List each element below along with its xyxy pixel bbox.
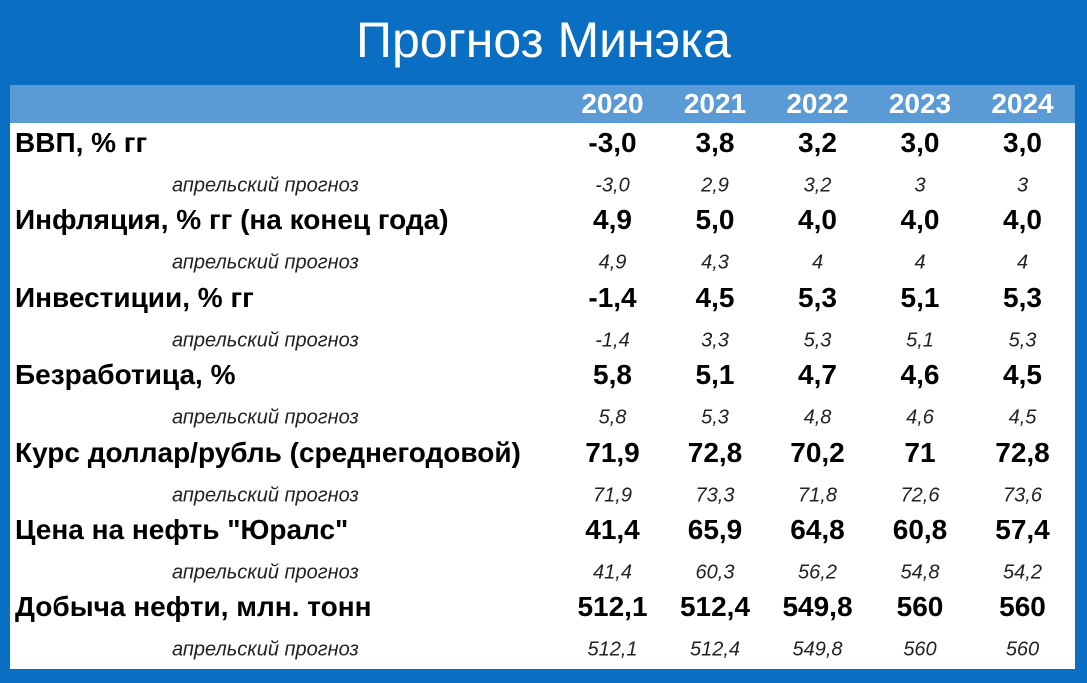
sub-value: 4,8: [803, 406, 832, 429]
value: 72,8: [687, 436, 743, 468]
value: 4,0: [1003, 204, 1042, 236]
sub-value: 5,8: [598, 406, 627, 429]
sub-value: 549,8: [792, 638, 843, 661]
value: 3,8: [695, 127, 735, 158]
sub-value: 41,4: [593, 561, 632, 584]
year-header: 2024: [991, 88, 1054, 119]
row-label: Курс доллар/рубль (среднегодовой): [15, 436, 521, 468]
sub-row-label: апрельский прогноз: [172, 251, 359, 274]
row-label: Инвестиции, % гг: [15, 281, 254, 313]
sub-value: 71,9: [593, 484, 632, 507]
year-header: 2021: [683, 88, 747, 119]
value: 57,4: [995, 514, 1050, 545]
value: 3,2: [798, 127, 837, 158]
sub-row-label: апрельский прогноз: [172, 561, 359, 584]
title: Прогноз Минэка: [356, 12, 731, 68]
value: 41,4: [585, 514, 640, 545]
sub-value: 2,9: [701, 174, 729, 197]
sub-value: 71,8: [798, 484, 837, 507]
sub-value: -1,4: [595, 329, 630, 352]
sub-value: 4,9: [598, 251, 627, 274]
sub-value: 560: [903, 638, 937, 661]
sub-value: 73,6: [1003, 484, 1042, 507]
sub-value: 5,3: [1008, 329, 1037, 352]
value: 549,8: [782, 591, 853, 623]
value: 4,5: [1003, 359, 1042, 391]
sub-value: 72,6: [900, 484, 940, 507]
value: 4,0: [798, 204, 837, 236]
sub-value: 5,1: [906, 329, 934, 352]
sub-value: 4,6: [906, 406, 934, 429]
row-label: ВВП, % гг: [15, 127, 148, 158]
value: 3,0: [1003, 127, 1042, 158]
sub-value: 4,3: [701, 251, 729, 274]
value: 4,6: [900, 359, 940, 391]
sub-row-label: апрельский прогноз: [172, 174, 359, 197]
year-header: 2022: [786, 88, 849, 119]
value: 4,7: [798, 359, 837, 391]
sub-value: 5,3: [701, 406, 729, 429]
sub-value: 512,4: [689, 638, 741, 661]
value: 5,1: [900, 281, 940, 313]
sub-value: 4: [1016, 251, 1029, 274]
sub-value: 4,5: [1008, 406, 1037, 429]
sub-value: 560: [1005, 638, 1040, 661]
value: 560: [999, 591, 1046, 623]
sub-value: 73,3: [695, 484, 735, 507]
sub-row-label: апрельский прогноз: [172, 638, 359, 661]
row-label: Цена на нефть "Юралс": [15, 514, 349, 545]
sub-row-label: апрельский прогноз: [172, 406, 359, 429]
value: 512,4: [679, 591, 751, 623]
value: 70,2: [790, 436, 845, 468]
year-header: 2020: [581, 88, 644, 119]
sub-value: 3,3: [701, 329, 729, 352]
value: -3,0: [588, 127, 637, 158]
value: 72,8: [995, 436, 1050, 468]
value: 71,9: [585, 436, 640, 468]
value: 4,9: [593, 204, 632, 236]
sub-value: -3,0: [595, 174, 630, 197]
sub-value: 56,2: [798, 561, 837, 584]
value: 560: [896, 591, 944, 623]
value: 4,5: [695, 281, 735, 313]
value: 5,1: [695, 359, 735, 391]
value: 5,0: [695, 204, 735, 236]
value: 65,9: [687, 514, 743, 545]
table: 2020 2021 2022 2023 2024 ВВП, % гг -3,0 3,8 3,2 3…: [10, 85, 1075, 669]
row-label: Безработица, %: [15, 359, 236, 391]
sub-value: 5,3: [803, 329, 832, 352]
value: 4,0: [900, 204, 940, 236]
value: -1,4: [588, 281, 637, 313]
value: 3,0: [900, 127, 940, 158]
value: 64,8: [790, 514, 845, 545]
sub-value: 54,2: [1003, 561, 1042, 584]
value: 5,8: [593, 359, 632, 391]
sub-value: 512,1: [587, 638, 638, 661]
sub-value: 4: [914, 251, 926, 274]
value: 512,1: [577, 591, 648, 623]
value: 71: [904, 436, 936, 468]
sub-row-label: апрельский прогноз: [172, 484, 359, 507]
header-row: [10, 85, 1075, 123]
value: 5,3: [798, 281, 837, 313]
sub-value: 3: [1016, 174, 1029, 197]
value: 5,3: [1003, 281, 1042, 313]
year-header: 2023: [888, 88, 952, 119]
sub-value: 3,2: [803, 174, 832, 197]
sub-value: 3: [914, 174, 926, 197]
sub-row-label: апрельский прогноз: [172, 329, 359, 352]
row-label: Инфляция, % гг (на конец года): [15, 204, 449, 236]
sub-value: 60,3: [695, 561, 735, 584]
row-label: Добыча нефти, млн. тонн: [15, 591, 372, 623]
sub-value: 4: [811, 251, 824, 274]
sub-value: 54,8: [900, 561, 940, 584]
value: 60,8: [892, 514, 948, 545]
